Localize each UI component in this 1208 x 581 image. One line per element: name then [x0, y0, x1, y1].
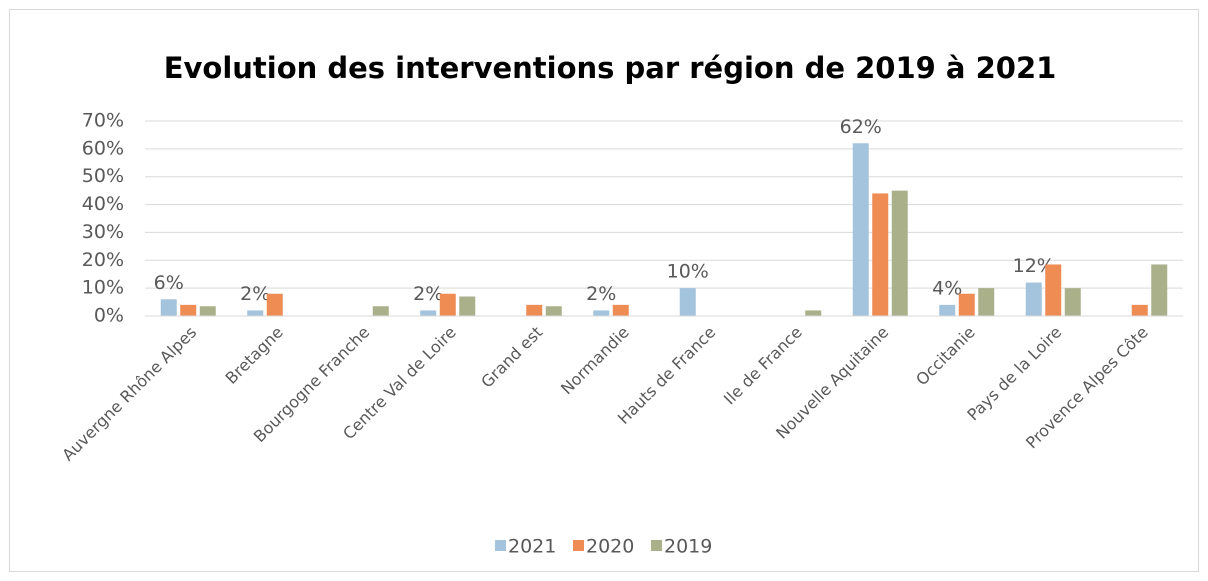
y-tick-label: 40% [82, 193, 124, 215]
legend-swatch [573, 540, 584, 551]
bar [420, 310, 437, 316]
bar [958, 293, 975, 316]
bar [459, 296, 476, 316]
bar [852, 143, 869, 316]
y-tick-label: 30% [82, 221, 124, 243]
y-tick-label: 0% [94, 305, 124, 327]
y-tick-label: 70% [82, 110, 124, 132]
bar [939, 304, 956, 316]
y-tick-label: 10% [82, 277, 124, 299]
bar [1131, 304, 1148, 316]
data-label: 2% [240, 283, 270, 305]
bar [247, 310, 264, 316]
bar [180, 304, 197, 316]
bar [372, 306, 389, 316]
legend-label: 2021 [508, 536, 556, 558]
bar [526, 304, 543, 316]
data-label: 2% [586, 283, 616, 305]
legend-swatch [651, 540, 662, 551]
bar [593, 310, 610, 316]
data-label: 62% [840, 116, 882, 138]
data-label: 2% [413, 283, 443, 305]
data-label: 10% [667, 261, 709, 283]
data-label: 6% [154, 272, 184, 294]
data-label: 4% [932, 277, 962, 299]
bar [160, 299, 177, 316]
y-tick-label: 60% [82, 137, 124, 159]
bar [805, 310, 822, 316]
bar [1151, 264, 1168, 316]
legend-swatch [495, 540, 506, 551]
bar [872, 193, 889, 316]
bar [199, 306, 216, 316]
bar [545, 306, 562, 316]
chart-frame [9, 9, 1199, 572]
chart-title: Evolution des interventions par région d… [164, 51, 1057, 85]
bar [439, 293, 456, 316]
bar [1045, 264, 1062, 316]
bar [1064, 288, 1081, 316]
y-tick-label: 50% [82, 165, 124, 187]
data-label: 12% [1013, 255, 1055, 277]
bar [1025, 282, 1042, 316]
bar [612, 304, 629, 316]
legend-label: 2020 [586, 536, 634, 558]
bar [266, 293, 283, 316]
bar [891, 190, 908, 316]
bar [978, 288, 995, 316]
y-tick-label: 20% [82, 249, 124, 271]
bar [679, 288, 696, 316]
legend-label: 2019 [664, 536, 712, 558]
